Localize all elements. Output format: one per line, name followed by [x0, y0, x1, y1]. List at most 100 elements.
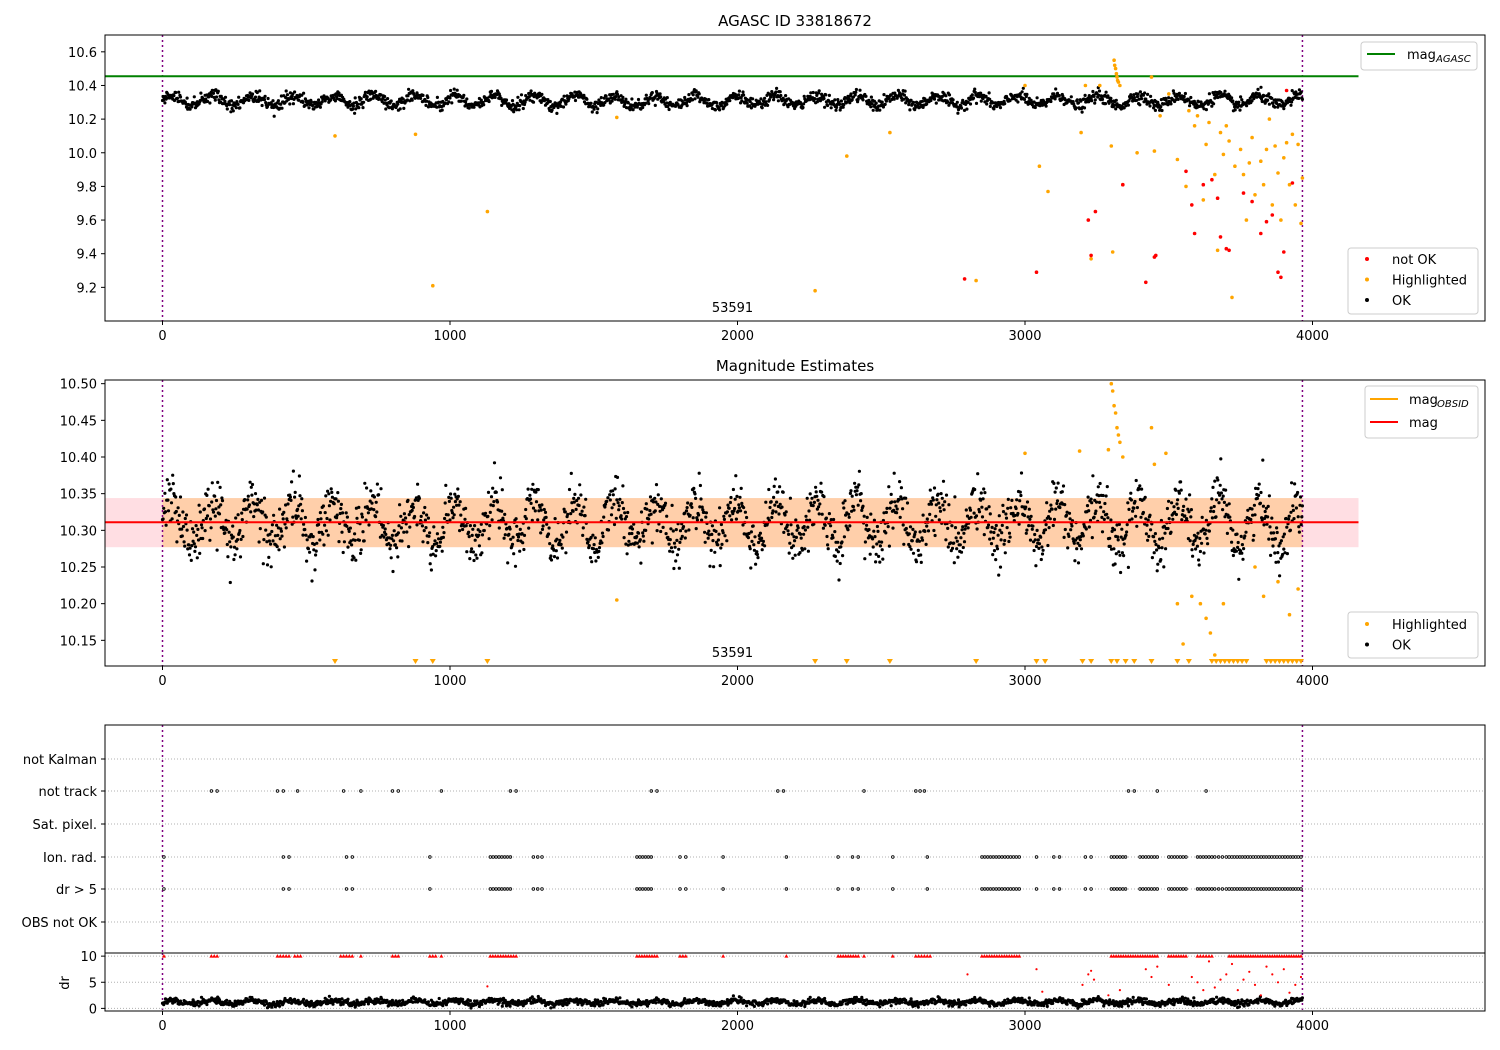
- ok-point: [512, 552, 516, 556]
- ok-point: [365, 95, 369, 99]
- ok-point: [1166, 526, 1170, 531]
- ok-point: [826, 103, 830, 108]
- ok-point: [190, 105, 194, 109]
- ok-point: [809, 501, 813, 505]
- flag-point: [350, 855, 354, 859]
- ok-point: [323, 523, 327, 527]
- ok-point: [621, 95, 625, 99]
- highlighted-point: [1218, 130, 1223, 135]
- ok-point: [571, 509, 575, 513]
- ok-point: [178, 95, 183, 99]
- ok-point: [1094, 509, 1098, 513]
- flag-point: [508, 855, 513, 859]
- ok-point: [204, 97, 208, 101]
- ok-point: [312, 548, 316, 552]
- ok-point: [572, 500, 576, 504]
- ok-point: [783, 513, 787, 517]
- ok-point: [184, 102, 188, 106]
- ok-point: [186, 547, 190, 551]
- legend-marker: [1365, 622, 1369, 626]
- ok-point: [829, 106, 833, 110]
- flag-point: [1248, 855, 1253, 859]
- ok-point: [823, 523, 827, 527]
- clipped-marker: [1221, 659, 1228, 664]
- ok-point: [1267, 92, 1271, 96]
- ok-point: [1071, 537, 1075, 541]
- ok-point: [552, 548, 556, 552]
- ok-point: [735, 494, 739, 498]
- ok-point: [261, 562, 265, 566]
- clipped-marker: [1267, 659, 1274, 664]
- flag-point: [514, 789, 518, 793]
- flag-point: [281, 887, 285, 891]
- ok-point: [231, 109, 235, 113]
- ok-point: [946, 526, 950, 531]
- clipped-marker: [1226, 659, 1233, 664]
- ok-point: [239, 537, 243, 542]
- ok-point: [1256, 87, 1260, 91]
- not-ok-point: [1270, 213, 1275, 217]
- ok-point: [729, 495, 733, 500]
- ok-point: [953, 526, 958, 530]
- ok-point: [515, 108, 519, 112]
- flag-point: [1213, 855, 1217, 859]
- dr-point: [394, 999, 398, 1003]
- ok-point: [1297, 525, 1301, 529]
- ok-point: [1068, 517, 1072, 521]
- ok-point: [443, 516, 447, 521]
- ok-point: [1130, 517, 1134, 521]
- ok-point: [1075, 547, 1079, 551]
- ok-point: [868, 552, 872, 556]
- ok-point: [898, 91, 902, 95]
- ok-point: [786, 105, 790, 109]
- ok-point: [668, 538, 672, 542]
- ok-point: [909, 98, 913, 102]
- ok-point: [822, 96, 826, 101]
- ok-point: [438, 544, 442, 549]
- ok-point: [647, 102, 651, 106]
- ok-point: [656, 493, 660, 497]
- ok-point: [1174, 488, 1178, 492]
- ok-point: [278, 507, 282, 511]
- ok-point: [846, 528, 850, 532]
- ok-point: [787, 551, 791, 555]
- flag-point: [1149, 855, 1154, 859]
- ok-point: [844, 524, 848, 528]
- ok-point: [754, 562, 758, 566]
- ok-point: [1153, 539, 1157, 544]
- ok-point: [1281, 552, 1285, 557]
- flag-point: [281, 789, 285, 793]
- ok-point: [1282, 547, 1286, 551]
- ok-point: [994, 523, 998, 528]
- ok-point: [262, 496, 267, 500]
- flag-point: [784, 887, 789, 891]
- ok-point: [1054, 87, 1058, 91]
- ok-point: [1271, 101, 1275, 105]
- ok-point: [1189, 508, 1193, 512]
- ok-point: [1022, 97, 1027, 101]
- ok-point: [533, 509, 537, 513]
- flag-point: [540, 855, 544, 859]
- ok-point: [983, 100, 987, 104]
- ok-point: [282, 510, 286, 514]
- ok-point: [256, 99, 261, 103]
- ok-point: [931, 498, 935, 502]
- ok-point: [487, 99, 491, 104]
- ok-point: [529, 89, 533, 93]
- ok-point: [1062, 535, 1066, 540]
- ok-point: [1025, 528, 1029, 532]
- ok-point: [722, 517, 727, 522]
- ok-point: [631, 108, 635, 112]
- dr-point: [296, 998, 300, 1003]
- ok-point: [1057, 94, 1061, 98]
- y-tick-label: 10.25: [60, 561, 97, 576]
- ok-point: [467, 535, 471, 539]
- ok-point: [991, 553, 995, 557]
- not-ok-point: [1093, 209, 1098, 214]
- highlighted-point: [1149, 425, 1154, 430]
- ok-point: [981, 96, 985, 101]
- ok-point: [979, 498, 983, 502]
- ok-point: [1212, 504, 1216, 509]
- ok-point: [250, 493, 254, 497]
- flag-point: [655, 789, 659, 793]
